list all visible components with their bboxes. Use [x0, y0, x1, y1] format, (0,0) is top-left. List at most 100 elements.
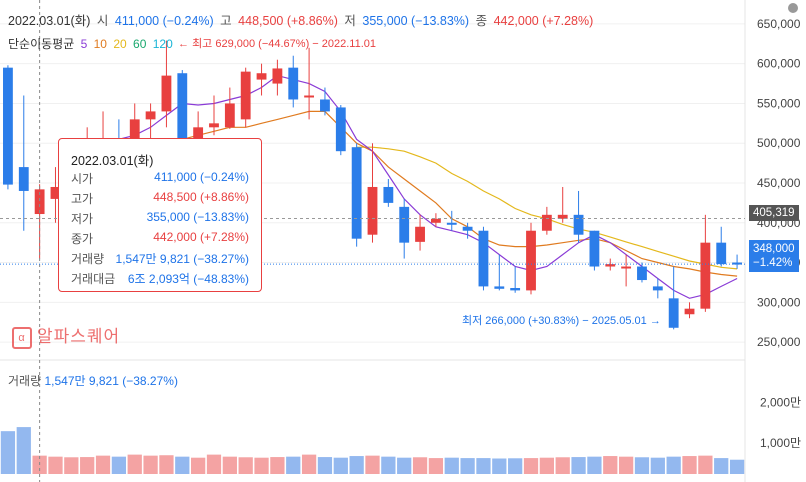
candle-tooltip: 2022.03.01(화) 시가 411,000 (−0.24%) 고가 448…	[58, 138, 262, 292]
tooltip-row-amount: 거래대금 6조 2,093억 (−48.83%)	[71, 270, 249, 286]
volume-bar	[571, 457, 586, 474]
candle-body	[732, 262, 742, 265]
volume-bar	[95, 455, 111, 474]
candle-body	[3, 67, 13, 185]
volume-bar	[428, 458, 444, 474]
alpha-logo-icon: α	[12, 326, 32, 349]
volume-value: 1,547만 9,821 (−38.27%)	[44, 374, 178, 388]
crosshair-guides	[0, 0, 745, 482]
volume-bar	[523, 458, 539, 474]
candle-body	[541, 214, 552, 231]
ohlc-header: 2022.03.01(화) 시 411,000 (−0.24%) 고 448,5…	[8, 10, 596, 29]
open-label: 시	[96, 14, 109, 28]
ma-period-10[interactable]: 10	[93, 37, 107, 51]
current-price-change: −1.42%	[753, 257, 793, 269]
tooltip-high-label: 고가	[71, 192, 94, 206]
tooltip-row-open: 시가 411,000 (−0.24%)	[71, 170, 249, 186]
volume-bar	[666, 456, 681, 474]
candle-body	[446, 222, 457, 225]
candle-body	[716, 242, 727, 265]
close-label: 종	[475, 14, 488, 28]
volume-bar	[587, 456, 602, 474]
candle-body	[383, 186, 394, 203]
volume-bar	[714, 458, 729, 474]
candle-body	[573, 214, 584, 235]
tooltip-volume-value: 1,547만 9,821 (−38.27%)	[115, 252, 249, 266]
tooltip-low-value: 355,000 (−13.83%)	[146, 210, 249, 224]
candle-body	[494, 286, 505, 289]
volume-bar	[539, 457, 554, 474]
volume-bar	[270, 457, 285, 474]
volume-bar	[206, 454, 222, 474]
high-annotation-text: 최고 629,000 (−44.67%) − 2022.11.01	[192, 38, 377, 50]
price-tick-label: 250,000	[757, 335, 801, 349]
ma-period-120[interactable]: 120	[152, 37, 173, 51]
volume-bar	[48, 456, 63, 474]
volume-bar	[603, 456, 618, 474]
volume-bar	[698, 455, 713, 474]
price-tick-label: 450,000	[757, 176, 801, 190]
candle-body	[462, 226, 473, 231]
volume-bar	[682, 456, 697, 474]
candle-body	[589, 230, 600, 267]
tooltip-volume-label: 거래량	[71, 252, 105, 266]
tooltip-row-high: 고가 448,500 (+8.86%)	[71, 190, 249, 206]
volume-label: 거래량	[8, 374, 42, 388]
current-price-value: 348,000	[753, 243, 795, 255]
settings-icon[interactable]	[788, 3, 798, 13]
candle-body	[50, 186, 61, 199]
candle-body	[320, 99, 330, 112]
price-tick-label: 650,000	[757, 17, 801, 31]
open-value: 411,000 (−0.24%)	[114, 14, 214, 28]
tooltip-row-volume: 거래량 1,547만 9,821 (−38.27%)	[71, 250, 249, 266]
volume-bar	[16, 427, 31, 474]
ma-period-5[interactable]: 5	[80, 37, 88, 51]
volume-bar	[349, 456, 364, 474]
ma10-line	[150, 110, 738, 277]
candle-body	[668, 298, 679, 328]
volume-bar	[238, 457, 253, 474]
candle-body	[557, 214, 568, 219]
candle-body	[224, 103, 235, 128]
candle-body	[288, 67, 299, 100]
candle-body	[700, 242, 711, 309]
tooltip-close-label: 종가	[71, 232, 94, 246]
candle-body	[335, 107, 346, 152]
tooltip-close-value: 442,000 (+7.28%)	[153, 230, 249, 244]
header-date: 2022.03.01(화)	[8, 14, 91, 28]
low-label: 저	[344, 14, 356, 28]
volume-header: 거래량 1,547만 9,821 (−38.27%)	[8, 372, 178, 389]
volume-bar	[0, 431, 16, 474]
candle-body	[637, 266, 647, 281]
price-tick-label: 500,000	[757, 136, 801, 150]
volume-bar	[301, 454, 317, 474]
volume-bars	[0, 427, 745, 474]
moving-average-legend[interactable]: 단순이동평균 5 10 20 60 120	[8, 35, 176, 52]
candle-body	[272, 68, 283, 84]
volume-bar	[64, 457, 79, 474]
volume-tick-label: 2,000만	[760, 395, 801, 409]
volume-bar	[175, 456, 190, 474]
volume-bar	[254, 457, 269, 474]
high-value: 448,500 (+8.86%)	[238, 14, 338, 28]
candle-body	[240, 71, 251, 120]
candle-body	[415, 226, 425, 242]
low-value: 355,000 (−13.83%)	[362, 14, 470, 28]
high-annotation: ← 최고 629,000 (−44.67%) − 2022.11.01	[178, 38, 377, 50]
volume-bar	[143, 455, 158, 474]
ma-period-20[interactable]: 20	[113, 37, 127, 51]
tooltip-amount-value: 6조 2,093억 (−48.83%)	[127, 272, 249, 286]
candle-body	[510, 288, 521, 291]
candle-body	[129, 119, 140, 150]
volume-bar	[460, 458, 475, 474]
crosshair-price-text: 405,319	[753, 207, 795, 219]
volume-bar	[111, 456, 127, 474]
price-tick-label: 600,000	[757, 57, 801, 71]
volume-bar	[333, 457, 348, 474]
close-value: 442,000 (+7.28%)	[493, 14, 594, 28]
candle-body	[351, 147, 362, 239]
ma-period-60[interactable]: 60	[133, 37, 147, 51]
volume-bar	[80, 457, 95, 474]
candle-body	[256, 73, 267, 80]
volume-bar	[650, 457, 665, 474]
